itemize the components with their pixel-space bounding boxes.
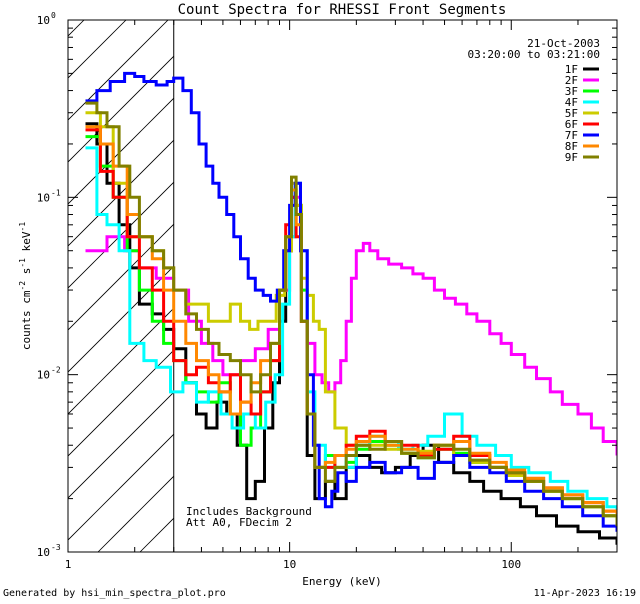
hatch-line	[476, 0, 640, 552]
legend-label-5F: 5F	[565, 107, 578, 120]
hatch-line	[68, 349, 174, 457]
hatch-line	[97, 475, 174, 552]
hatch-line	[0, 0, 68, 552]
hatch-line	[0, 0, 110, 552]
legend-label-2F: 2F	[565, 74, 578, 87]
y-label-sup3: -1	[18, 222, 27, 232]
y-label-part3: keV	[20, 231, 33, 258]
y-tick-label: 10 -1	[37, 188, 61, 204]
hatch-line	[68, 433, 174, 541]
y-label-sup1: -2	[18, 281, 27, 291]
legend-time-range: 03:20:00 to 03:21:00	[468, 48, 600, 61]
hatch-line	[518, 0, 640, 552]
series-2F	[85, 195, 617, 456]
series-4F	[85, 146, 617, 516]
y-tick-exponent: 0	[51, 11, 56, 20]
plot-frame	[67, 19, 618, 553]
y-tick-exponent: -3	[51, 543, 61, 552]
series-lines	[85, 71, 617, 545]
y-tick-base: 10	[37, 546, 50, 559]
footer-timestamp: 11-Apr-2023 16:19	[534, 588, 636, 599]
hatch-line	[68, 97, 174, 205]
legend-label-8F: 8F	[565, 140, 578, 153]
legend-label-9F: 9F	[565, 151, 578, 164]
y-tick-exponent: -2	[51, 366, 61, 375]
hatch-line	[434, 0, 640, 552]
hatch-line	[68, 20, 169, 121]
hatch-line	[68, 20, 127, 79]
chart-title: Count Spectra for RHESSI Front Segments	[178, 2, 507, 18]
axis-ticks	[67, 19, 618, 553]
y-label-part2: s	[20, 268, 33, 281]
hatch-line	[68, 265, 174, 373]
y-axis-label: counts cm-2 s-1 keV-1	[18, 222, 33, 350]
y-tick-label: 10 0	[37, 11, 56, 27]
x-tick-labels: 1 10 100	[65, 558, 522, 571]
annotation-attenuator: Att A0, FDecim 2	[186, 516, 292, 529]
y-tick-base: 10	[37, 14, 50, 27]
legend-label-7F: 7F	[565, 129, 578, 142]
x-axis-label: Energy (keV)	[302, 575, 381, 588]
legend-label-6F: 6F	[565, 118, 578, 131]
hatch-line	[68, 181, 174, 289]
legend-label-1F: 1F	[565, 63, 578, 76]
x-tick-label: 10	[283, 558, 296, 571]
hatch-line	[350, 0, 640, 552]
x-tick-label: 1	[65, 558, 72, 571]
hatch-line	[602, 0, 640, 552]
y-tick-exponent: -1	[51, 188, 61, 197]
y-tick-label: 10 -3	[37, 543, 61, 559]
x-tick-label: 100	[501, 558, 521, 571]
y-tick-label: 10 -2	[37, 366, 61, 382]
hatch-line	[68, 391, 174, 499]
hatch-line	[68, 223, 174, 331]
legend-label-4F: 4F	[565, 96, 578, 109]
legend-date: 21-Oct-2003	[527, 37, 600, 50]
y-tick-base: 10	[37, 369, 50, 382]
annotation-background: Includes Background	[186, 505, 312, 518]
y-label-part1: counts cm	[20, 290, 33, 350]
y-label-sup2: -1	[18, 258, 27, 268]
series-9F	[85, 101, 617, 527]
footer-generated-by: Generated by hsi_min_spectra_plot.pro	[3, 588, 226, 599]
y-tick-base: 10	[37, 191, 50, 204]
legend-label-3F: 3F	[565, 85, 578, 98]
